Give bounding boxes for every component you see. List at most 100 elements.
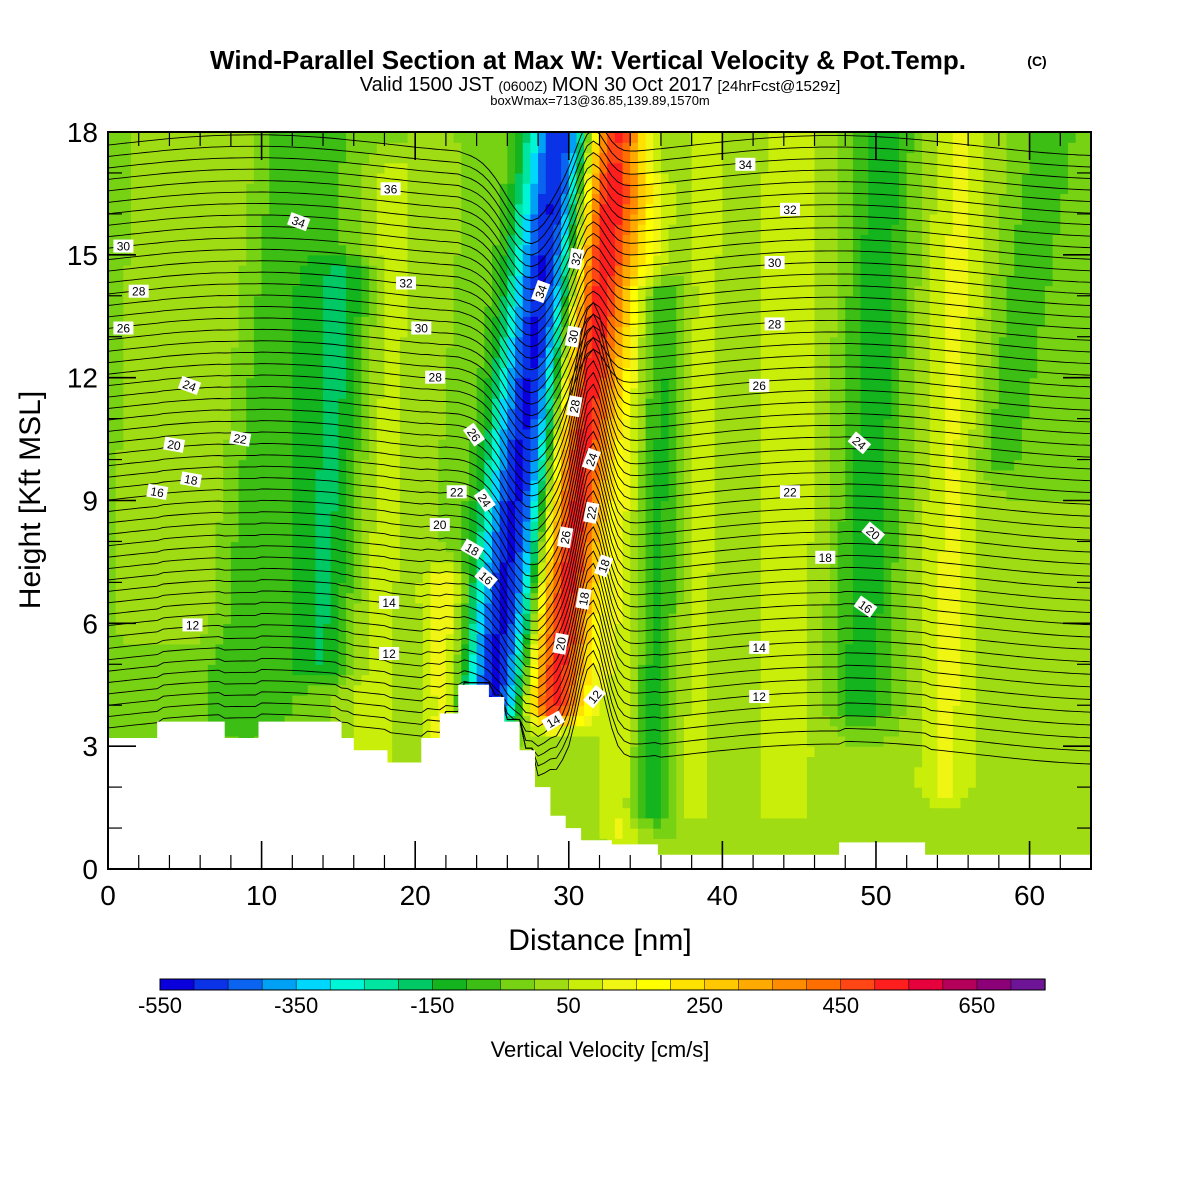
velocity-cell [430,572,439,583]
velocity-cell [207,520,217,532]
velocity-cell [1060,592,1069,604]
velocity-cell [960,520,969,532]
velocity-cell [384,520,393,532]
velocity-cell [568,469,578,481]
velocity-cell [730,480,739,491]
velocity-cell [760,490,770,502]
velocity-cell [998,664,1008,676]
velocity-cell [745,480,754,491]
velocity-cell [415,480,424,491]
velocity-cell [361,490,370,502]
velocity-cell [422,541,432,553]
velocity-cell [645,500,654,512]
velocity-cell [553,664,562,676]
velocity-cell [1060,807,1069,819]
velocity-cell [745,613,754,624]
velocity-cell [1029,602,1038,614]
velocity-cell [1044,848,1054,860]
velocity-cell [676,602,685,614]
velocity-cell [599,797,608,809]
velocity-cell [545,490,555,502]
velocity-cell [822,643,831,655]
velocity-cell [676,480,685,491]
velocity-cell [468,490,478,502]
velocity-cell [845,664,854,676]
velocity-cell [799,510,808,522]
velocity-cell [323,500,332,512]
velocity-cell [983,766,992,778]
velocity-cell [1044,828,1054,839]
velocity-cell [906,664,915,676]
velocity-cell [945,572,954,583]
velocity-cell [737,602,747,614]
velocity-cell [714,561,723,573]
velocity-cell [1060,694,1069,706]
velocity-cell [330,705,339,717]
velocity-cell [1021,848,1031,860]
velocity-cell [868,725,877,737]
velocity-cell [837,725,846,737]
velocity-cell [545,551,555,563]
velocity-cell [660,643,670,655]
velocity-cell [776,766,785,778]
velocity-cell [1060,654,1069,665]
velocity-cell [922,746,931,758]
velocity-cell [722,664,731,676]
velocity-cell [983,541,992,553]
velocity-cell [108,469,117,481]
velocity-cell [760,848,770,860]
velocity-cell [945,674,954,686]
velocity-cell [676,520,685,532]
velocity-cell [476,520,485,532]
velocity-cell [691,531,700,543]
velocity-cell [1021,592,1031,604]
velocity-cell [630,582,639,594]
velocity-cell [1075,828,1084,839]
velocity-cell [714,694,723,706]
velocity-cell [200,715,209,727]
velocity-cell [945,715,954,727]
velocity-cell [922,664,931,676]
velocity-cell [983,480,992,491]
velocity-cell [899,643,908,655]
velocity-cell [1052,694,1061,706]
velocity-cell [1067,572,1077,583]
velocity-cell [883,664,892,676]
velocity-cell [960,694,969,706]
velocity-cell [138,664,147,676]
velocity-cell [591,623,601,635]
velocity-cell [315,572,324,583]
velocity-cell [353,715,363,727]
velocity-cell [491,561,501,573]
velocity-cell [937,725,946,737]
velocity-cell [968,480,977,491]
velocity-cell [330,684,339,696]
velocity-cell [899,797,908,809]
velocity-cell [737,541,747,553]
velocity-cell [177,602,186,614]
velocity-cell [991,705,1000,717]
velocity-cell [1060,766,1069,778]
velocity-cell [653,572,662,583]
velocity-cell [299,602,309,614]
velocity-cell [223,520,232,532]
velocity-cell [184,582,194,594]
velocity-cell [530,735,539,747]
velocity-cell [276,480,286,491]
velocity-cell [415,735,424,747]
velocity-cell [714,725,723,737]
velocity-cell [123,623,132,635]
velocity-cell [937,684,946,696]
velocity-cell [845,797,854,809]
velocity-cell [169,654,178,665]
velocity-cell [668,469,677,481]
velocity-cell [584,643,593,655]
velocity-cell [338,664,347,676]
velocity-cell [660,633,670,645]
velocity-cell [745,469,754,481]
velocity-cell [108,500,117,512]
velocity-cell [1014,602,1023,614]
velocity-cell [868,613,877,624]
velocity-cell [814,613,823,624]
velocity-cell [922,633,931,645]
